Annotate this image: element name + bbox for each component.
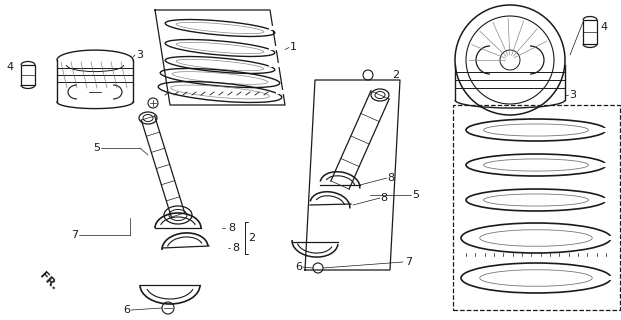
Text: 5: 5 bbox=[412, 190, 419, 200]
Text: 6: 6 bbox=[295, 262, 302, 272]
Bar bbox=[453, 105, 620, 310]
Text: 4: 4 bbox=[7, 62, 14, 72]
Bar bbox=[21, 65, 35, 85]
Text: 4: 4 bbox=[600, 22, 607, 32]
Text: 8: 8 bbox=[387, 173, 394, 183]
Text: 3: 3 bbox=[136, 50, 143, 60]
Text: 1: 1 bbox=[290, 43, 297, 52]
Bar bbox=[583, 20, 597, 44]
Text: 7: 7 bbox=[71, 230, 78, 240]
Text: 6: 6 bbox=[123, 305, 130, 315]
Text: 8: 8 bbox=[380, 193, 387, 203]
Text: 7: 7 bbox=[405, 257, 412, 267]
Text: FR.: FR. bbox=[38, 270, 60, 292]
Text: 8: 8 bbox=[232, 243, 239, 253]
Text: 5: 5 bbox=[93, 143, 100, 153]
Text: 2: 2 bbox=[248, 233, 255, 243]
Text: 2: 2 bbox=[392, 70, 399, 80]
Text: 3: 3 bbox=[569, 90, 576, 100]
Text: 8: 8 bbox=[228, 223, 235, 233]
